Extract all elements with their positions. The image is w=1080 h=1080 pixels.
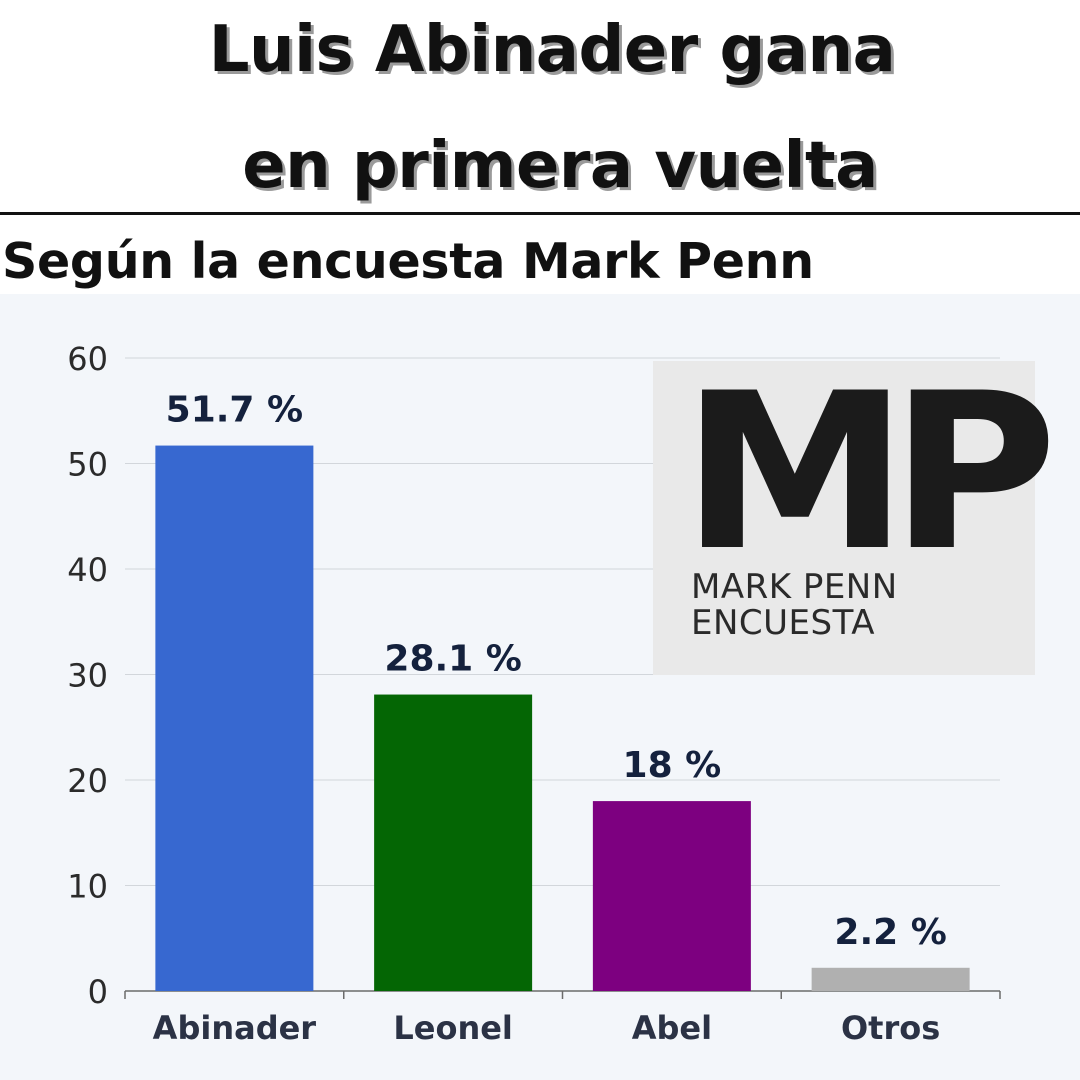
data-label: 2.2 %	[834, 912, 946, 953]
bar-abel	[592, 801, 751, 991]
y-tick-label: 30	[67, 657, 108, 695]
headline: Luis Abinader gana en primera vuelta	[0, 0, 1080, 212]
data-label: 18 %	[623, 745, 722, 786]
data-label: 28.1 %	[384, 639, 521, 680]
mark-penn-logo: MP MARK PENN ENCUESTA	[653, 361, 1058, 675]
headline-line-2: en primera vuelta	[242, 129, 878, 203]
logo-name: MARK PENN ENCUESTA	[691, 569, 898, 641]
subtitle: Según la encuesta Mark Penn	[2, 233, 814, 290]
y-tick-label: 10	[67, 868, 108, 906]
bar-otros	[811, 967, 970, 991]
logo-name-line-2: ENCUESTA	[691, 603, 875, 643]
x-tick-label: Abel	[632, 1009, 712, 1047]
x-tick-label: Abinader	[153, 1009, 317, 1047]
bar-chart: 0 10 20 30 40 50 60 51.7 % Abinader 28.1 % Leonel 1…	[67, 340, 1001, 1047]
y-tick-label: 40	[67, 551, 108, 589]
y-tick-label: 60	[67, 340, 108, 378]
y-tick-label: 20	[67, 762, 108, 800]
logo-name-line-1: MARK PENN	[691, 567, 898, 607]
y-tick-label: 50	[67, 446, 108, 484]
data-label: 51.7 %	[166, 390, 303, 431]
y-tick-label: 0	[88, 973, 108, 1011]
x-tick-label: Otros	[841, 1009, 940, 1047]
x-tick-label: Leonel	[393, 1009, 513, 1047]
logo-mark: MP	[681, 347, 1058, 598]
bar-leonel	[374, 694, 533, 991]
bar-abinader	[155, 445, 314, 991]
headline-divider	[0, 212, 1080, 215]
headline-line-1: Luis Abinader gana	[208, 13, 896, 87]
